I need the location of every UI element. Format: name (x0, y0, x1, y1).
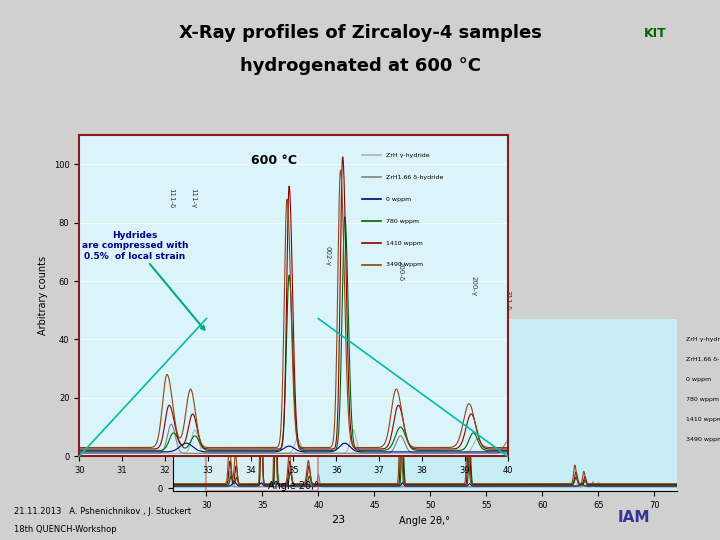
Text: 3490 wppm: 3490 wppm (385, 262, 423, 267)
X-axis label: Angle 2θ,°: Angle 2θ,° (268, 481, 319, 490)
Text: 780 wppm: 780 wppm (385, 219, 418, 224)
Text: X-Ray profiles of Zircaloy-4 samples: X-Ray profiles of Zircaloy-4 samples (179, 24, 541, 42)
Text: 600 °C: 600 °C (251, 154, 297, 167)
Text: ZrH1.66 δ-hydride: ZrH1.66 δ-hydride (685, 357, 720, 362)
Text: 780 wppm: 780 wppm (685, 397, 719, 402)
X-axis label: Angle 2θ,°: Angle 2θ,° (400, 516, 450, 525)
Text: 1410 wppm: 1410 wppm (685, 417, 720, 422)
Text: 1410 wppm: 1410 wppm (385, 241, 423, 246)
Text: Hydrides
are compressed with
0.5%  of local strain: Hydrides are compressed with 0.5% of loc… (81, 231, 204, 330)
Text: KIT: KIT (644, 27, 667, 40)
Text: 200-γ: 200-γ (470, 275, 477, 295)
Text: ZrH γ-hydride: ZrH γ-hydride (685, 337, 720, 342)
Text: hydrogenated at 600 °C: hydrogenated at 600 °C (240, 57, 480, 75)
Text: 200-δ: 200-δ (397, 261, 403, 281)
Text: 311-δ: 311-δ (505, 290, 510, 310)
Text: 0 wppm: 0 wppm (385, 197, 410, 202)
Text: 18th QUENCH-Workshop: 18th QUENCH-Workshop (14, 525, 117, 535)
Text: ZrH1.66 δ-hydride: ZrH1.66 δ-hydride (385, 175, 443, 180)
Text: 002-γ: 002-γ (325, 246, 330, 266)
Bar (207, 319, 318, 491)
Text: 3490 wppm: 3490 wppm (685, 437, 720, 442)
Text: 111-δ: 111-δ (168, 188, 174, 208)
Text: 21.11.2013   A. Pshenichnikov , J. Stuckert: 21.11.2013 A. Pshenichnikov , J. Stucker… (14, 507, 192, 516)
Text: 0 wppm: 0 wppm (685, 377, 711, 382)
Text: IAM: IAM (617, 510, 650, 525)
Y-axis label: Arbitrary counts: Arbitrary counts (38, 256, 48, 335)
Text: ZrH γ-hydride: ZrH γ-hydride (385, 153, 429, 158)
Text: 111-γ: 111-γ (190, 188, 196, 208)
Text: 23: 23 (331, 515, 346, 525)
